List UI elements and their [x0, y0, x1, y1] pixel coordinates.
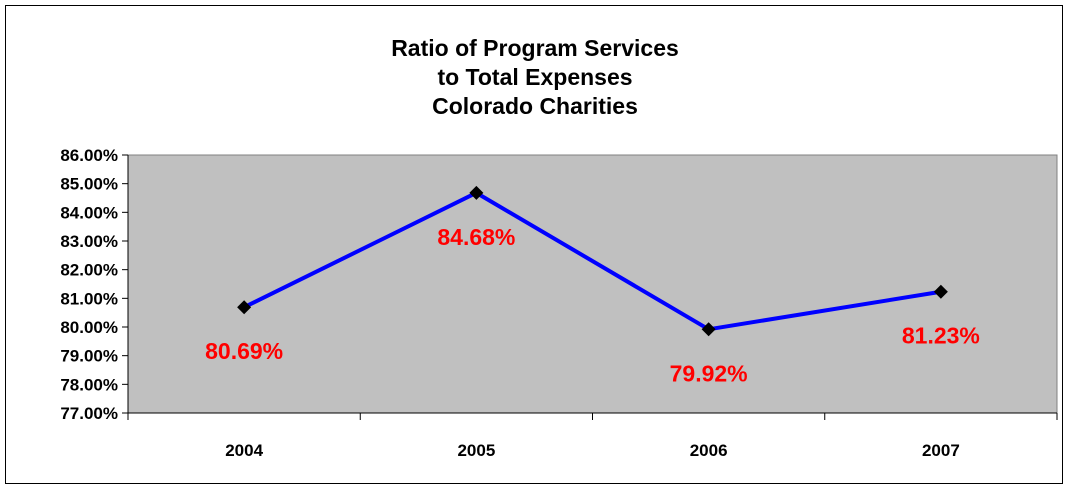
data-labels: 80.69% 84.68% 79.92% 81.23%: [205, 224, 980, 386]
data-point-marker: [933, 284, 948, 299]
data-label: 84.68%: [437, 224, 515, 250]
data-point-marker: [701, 322, 716, 337]
y-tick-label: 80.00%: [60, 318, 118, 337]
y-tick-label: 77.00%: [60, 404, 118, 423]
series-line: [243, 190, 942, 332]
y-tick-label: 78.00%: [60, 375, 118, 394]
data-label: 79.92%: [670, 360, 748, 386]
data-point-marker: [469, 185, 484, 200]
y-tick-label: 83.00%: [60, 232, 118, 251]
x-tick-label: 2007: [922, 441, 960, 460]
chart-title-line-1: Ratio of Program Services: [391, 35, 679, 61]
plot-area: [127, 154, 1058, 414]
y-tick-label: 85.00%: [60, 175, 118, 194]
series-ratio: [237, 185, 948, 337]
x-axis: 2004 2005 2006 2007: [127, 412, 1058, 460]
data-label: 80.69%: [205, 338, 283, 364]
y-tick-label: 79.00%: [60, 347, 118, 366]
chart-title-line-2: to Total Expenses: [437, 64, 633, 90]
x-tick-label: 2004: [225, 441, 263, 460]
data-point-marker: [237, 300, 252, 315]
y-tick-label: 81.00%: [60, 289, 118, 308]
y-tick-label: 84.00%: [60, 203, 118, 222]
y-axis: 77.00% 78.00% 79.00% 80.00% 81.00% 82.00% 83.0…: [60, 146, 129, 423]
data-label: 81.23%: [902, 323, 980, 349]
x-tick-label: 2005: [457, 441, 495, 460]
chart-title: Ratio of Program Services to Total Expen…: [0, 34, 1070, 121]
chart-title-line-3: Colorado Charities: [432, 93, 638, 119]
y-tick-label: 82.00%: [60, 261, 118, 280]
y-tick-label: 86.00%: [60, 146, 118, 165]
x-tick-label: 2006: [690, 441, 728, 460]
